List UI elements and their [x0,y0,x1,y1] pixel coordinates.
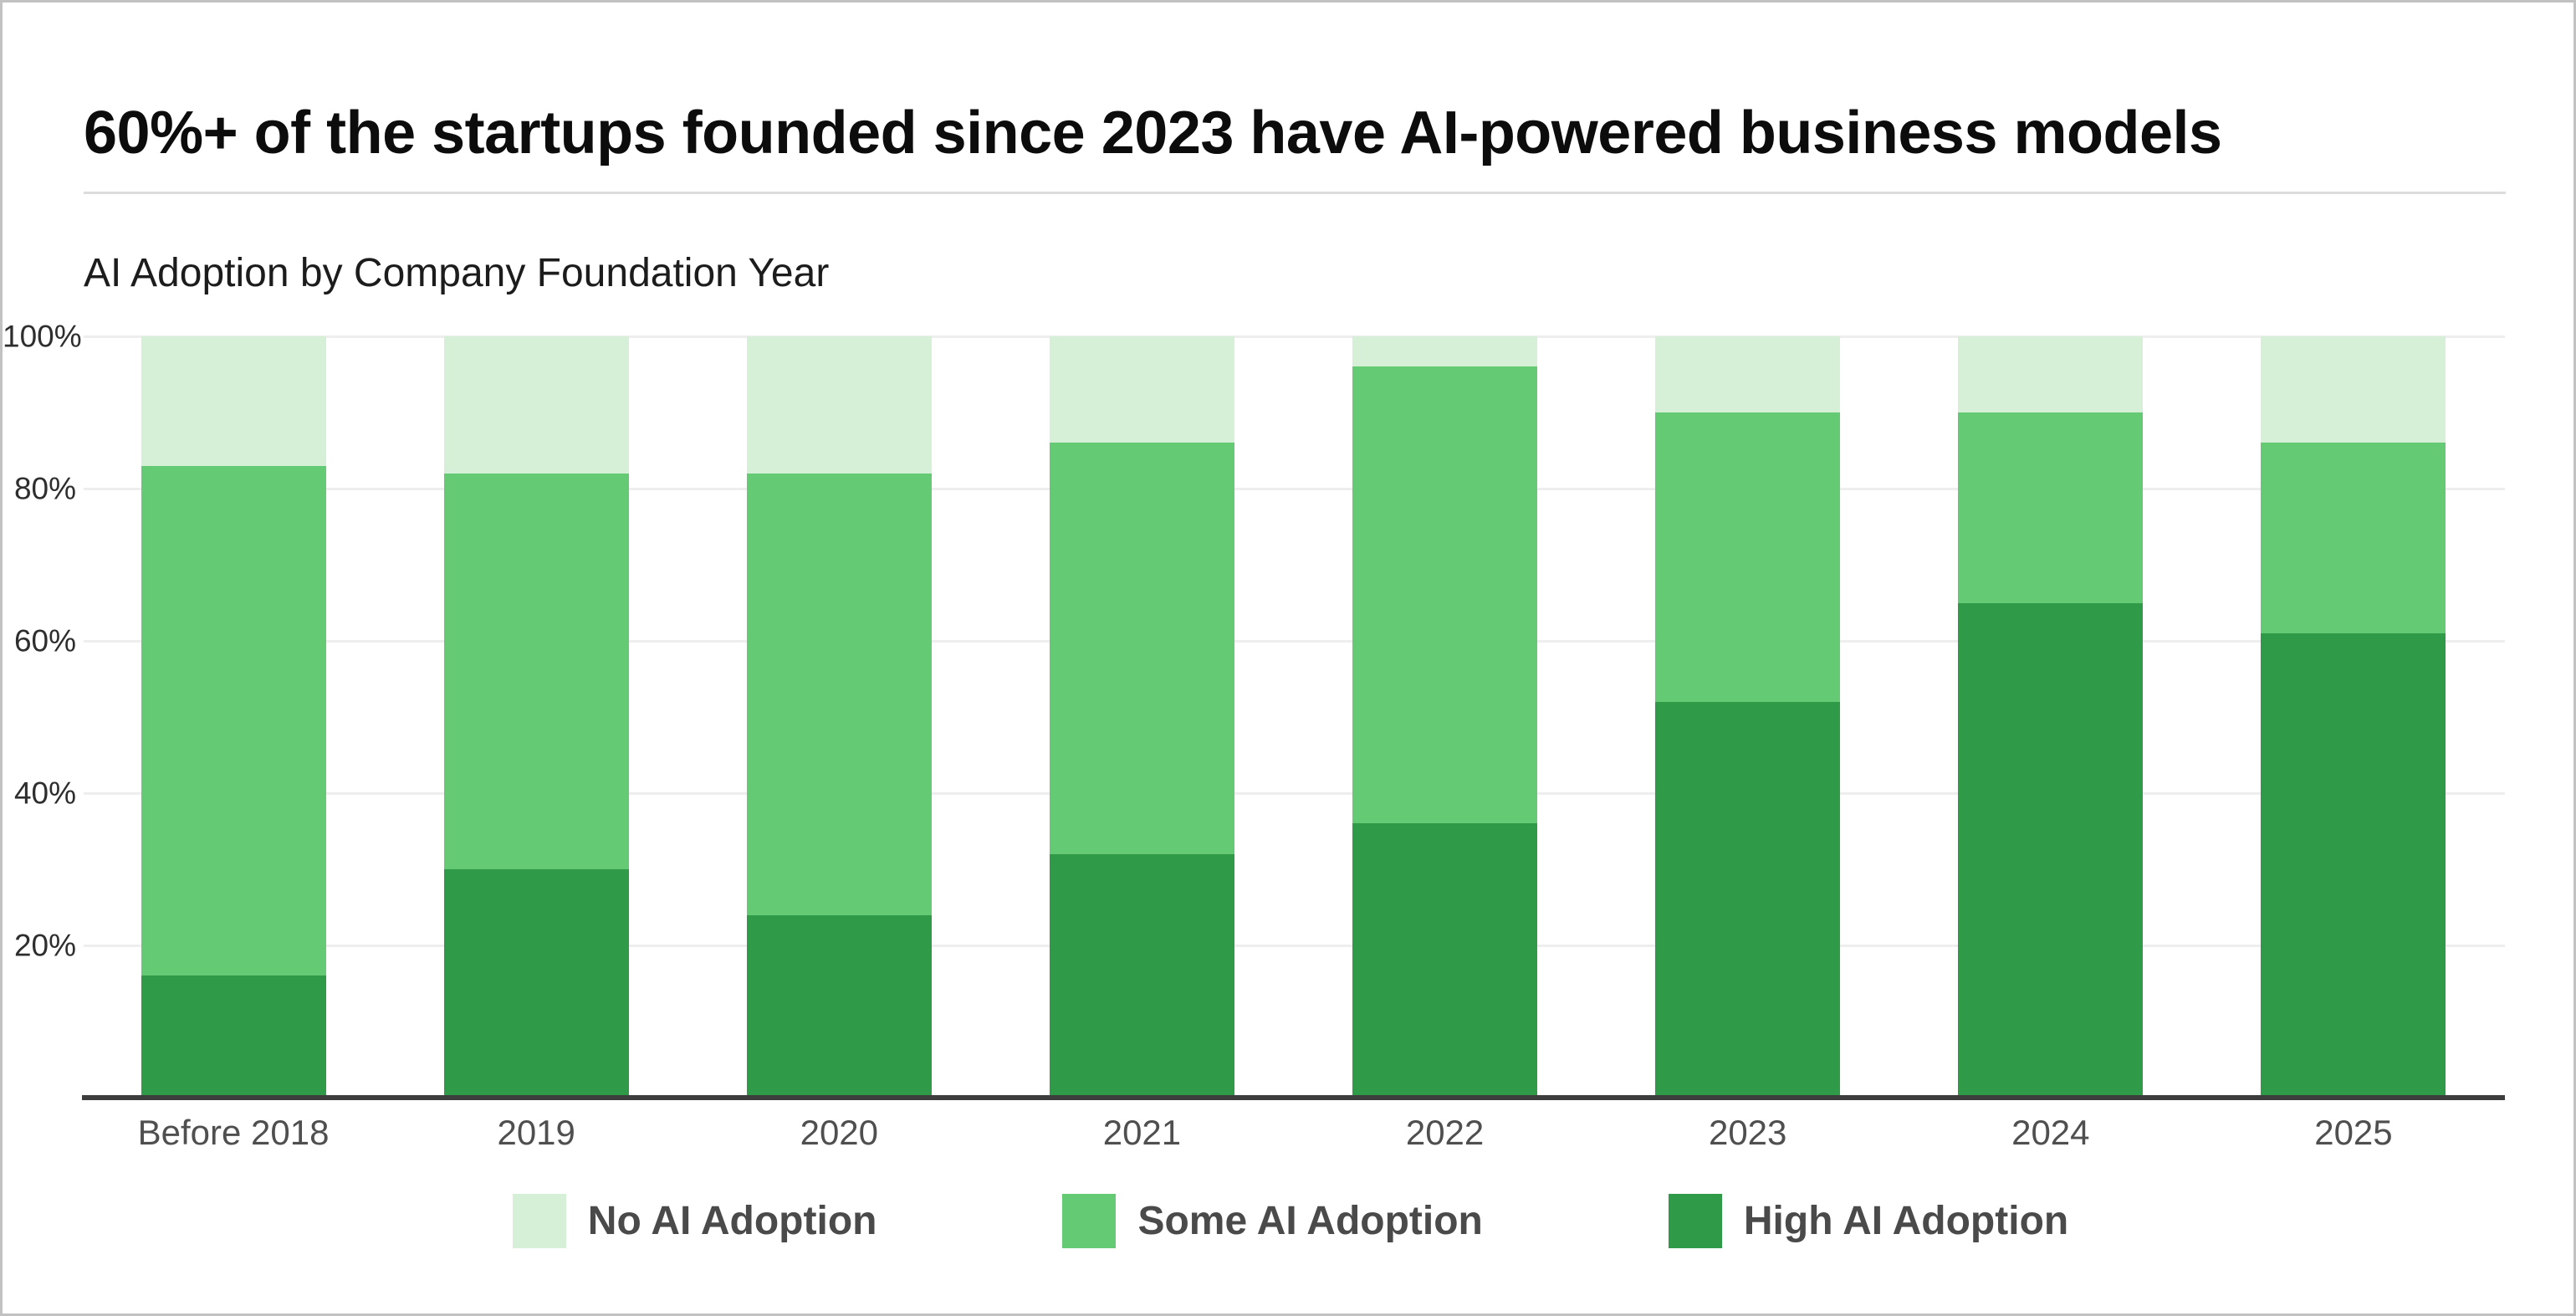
x-axis-tick-label: 2023 [1708,1113,1787,1152]
bar-segment-no-ai-adoption[interactable] [141,336,326,466]
bar-segment-some-ai-adoption[interactable] [1049,443,1234,854]
y-axis-tick-label: 20% [13,928,76,963]
bar-2022 [1352,336,1538,1098]
bar-2025 [2261,336,2446,1098]
page-title: 60%+ of the startups founded since 2023 … [84,100,2222,167]
x-axis-line [82,1095,2505,1100]
chart-legend: No AI Adoption Some AI Adoption High AI Ad… [3,1194,2573,1248]
bar-2019 [443,336,629,1098]
bar-segment-no-ai-adoption[interactable] [746,336,932,474]
bar-segment-high-ai-adoption[interactable] [2261,632,2446,1098]
y-axis-tick-label: 80% [13,471,76,506]
gridline-100 [84,335,2505,338]
bar-segment-some-ai-adoption[interactable] [443,473,629,869]
gridline-60 [84,640,2505,643]
gridline-40 [84,792,2505,795]
bar-segment-no-ai-adoption[interactable] [2261,336,2446,443]
x-axis-tick-label: Before 2018 [137,1113,330,1152]
y-axis-tick-label: 100% [3,319,82,354]
bar-segment-high-ai-adoption[interactable] [1655,701,1841,1098]
bar-segment-some-ai-adoption[interactable] [1352,366,1538,824]
bar-segment-some-ai-adoption[interactable] [141,465,326,976]
bar-segment-no-ai-adoption[interactable] [1958,336,2144,412]
y-axis-tick-label: 60% [13,623,76,658]
legend-item-no-ai-adoption[interactable]: No AI Adoption [512,1194,877,1248]
bar-segment-high-ai-adoption[interactable] [746,914,932,1098]
legend-label: High AI Adoption [1743,1199,2069,1243]
legend-swatch [1668,1194,1722,1248]
bar-segment-some-ai-adoption[interactable] [1655,412,1841,702]
legend-swatch [512,1194,566,1248]
bar-segment-no-ai-adoption[interactable] [1049,336,1234,443]
bar-segment-high-ai-adoption[interactable] [1352,823,1538,1098]
y-axis-tick-label: 40% [13,776,76,811]
chart-subtitle: AI Adoption by Company Foundation Year [84,251,830,295]
gridline-20 [84,945,2505,947]
legend-swatch [1062,1194,1117,1248]
x-axis-tick-label: 2020 [800,1113,879,1152]
bar-segment-high-ai-adoption[interactable] [443,869,629,1098]
bar-2021 [1049,336,1234,1098]
legend-item-high-ai-adoption[interactable]: High AI Adoption [1668,1194,2069,1248]
bar-segment-high-ai-adoption[interactable] [1958,602,2144,1098]
bar-2023 [1655,336,1841,1098]
bar-before-2018 [141,336,326,1098]
bar-segment-some-ai-adoption[interactable] [2261,443,2446,633]
bar-segment-no-ai-adoption[interactable] [443,336,629,474]
legend-item-some-ai-adoption[interactable]: Some AI Adoption [1062,1194,1483,1248]
bar-segment-high-ai-adoption[interactable] [1049,853,1234,1098]
x-axis-tick-label: 2024 [2011,1113,2090,1152]
x-axis-tick-label: 2021 [1102,1113,1182,1152]
legend-label: No AI Adoption [587,1199,877,1243]
bar-segment-some-ai-adoption[interactable] [746,473,932,915]
bar-segment-no-ai-adoption[interactable] [1655,336,1841,412]
bar-segment-no-ai-adoption[interactable] [1352,336,1538,367]
x-axis-tick-label: 2022 [1405,1113,1485,1152]
bar-2024 [1958,336,2144,1098]
bar-segment-some-ai-adoption[interactable] [1958,412,2144,603]
x-axis-tick-label: 2025 [2314,1113,2393,1152]
x-axis-tick-label: 2019 [497,1113,575,1152]
bar-2020 [746,336,932,1098]
legend-label: Some AI Adoption [1137,1199,1483,1243]
bar-segment-high-ai-adoption[interactable] [141,975,326,1098]
title-divider [84,192,2506,194]
gridline-80 [84,488,2505,490]
